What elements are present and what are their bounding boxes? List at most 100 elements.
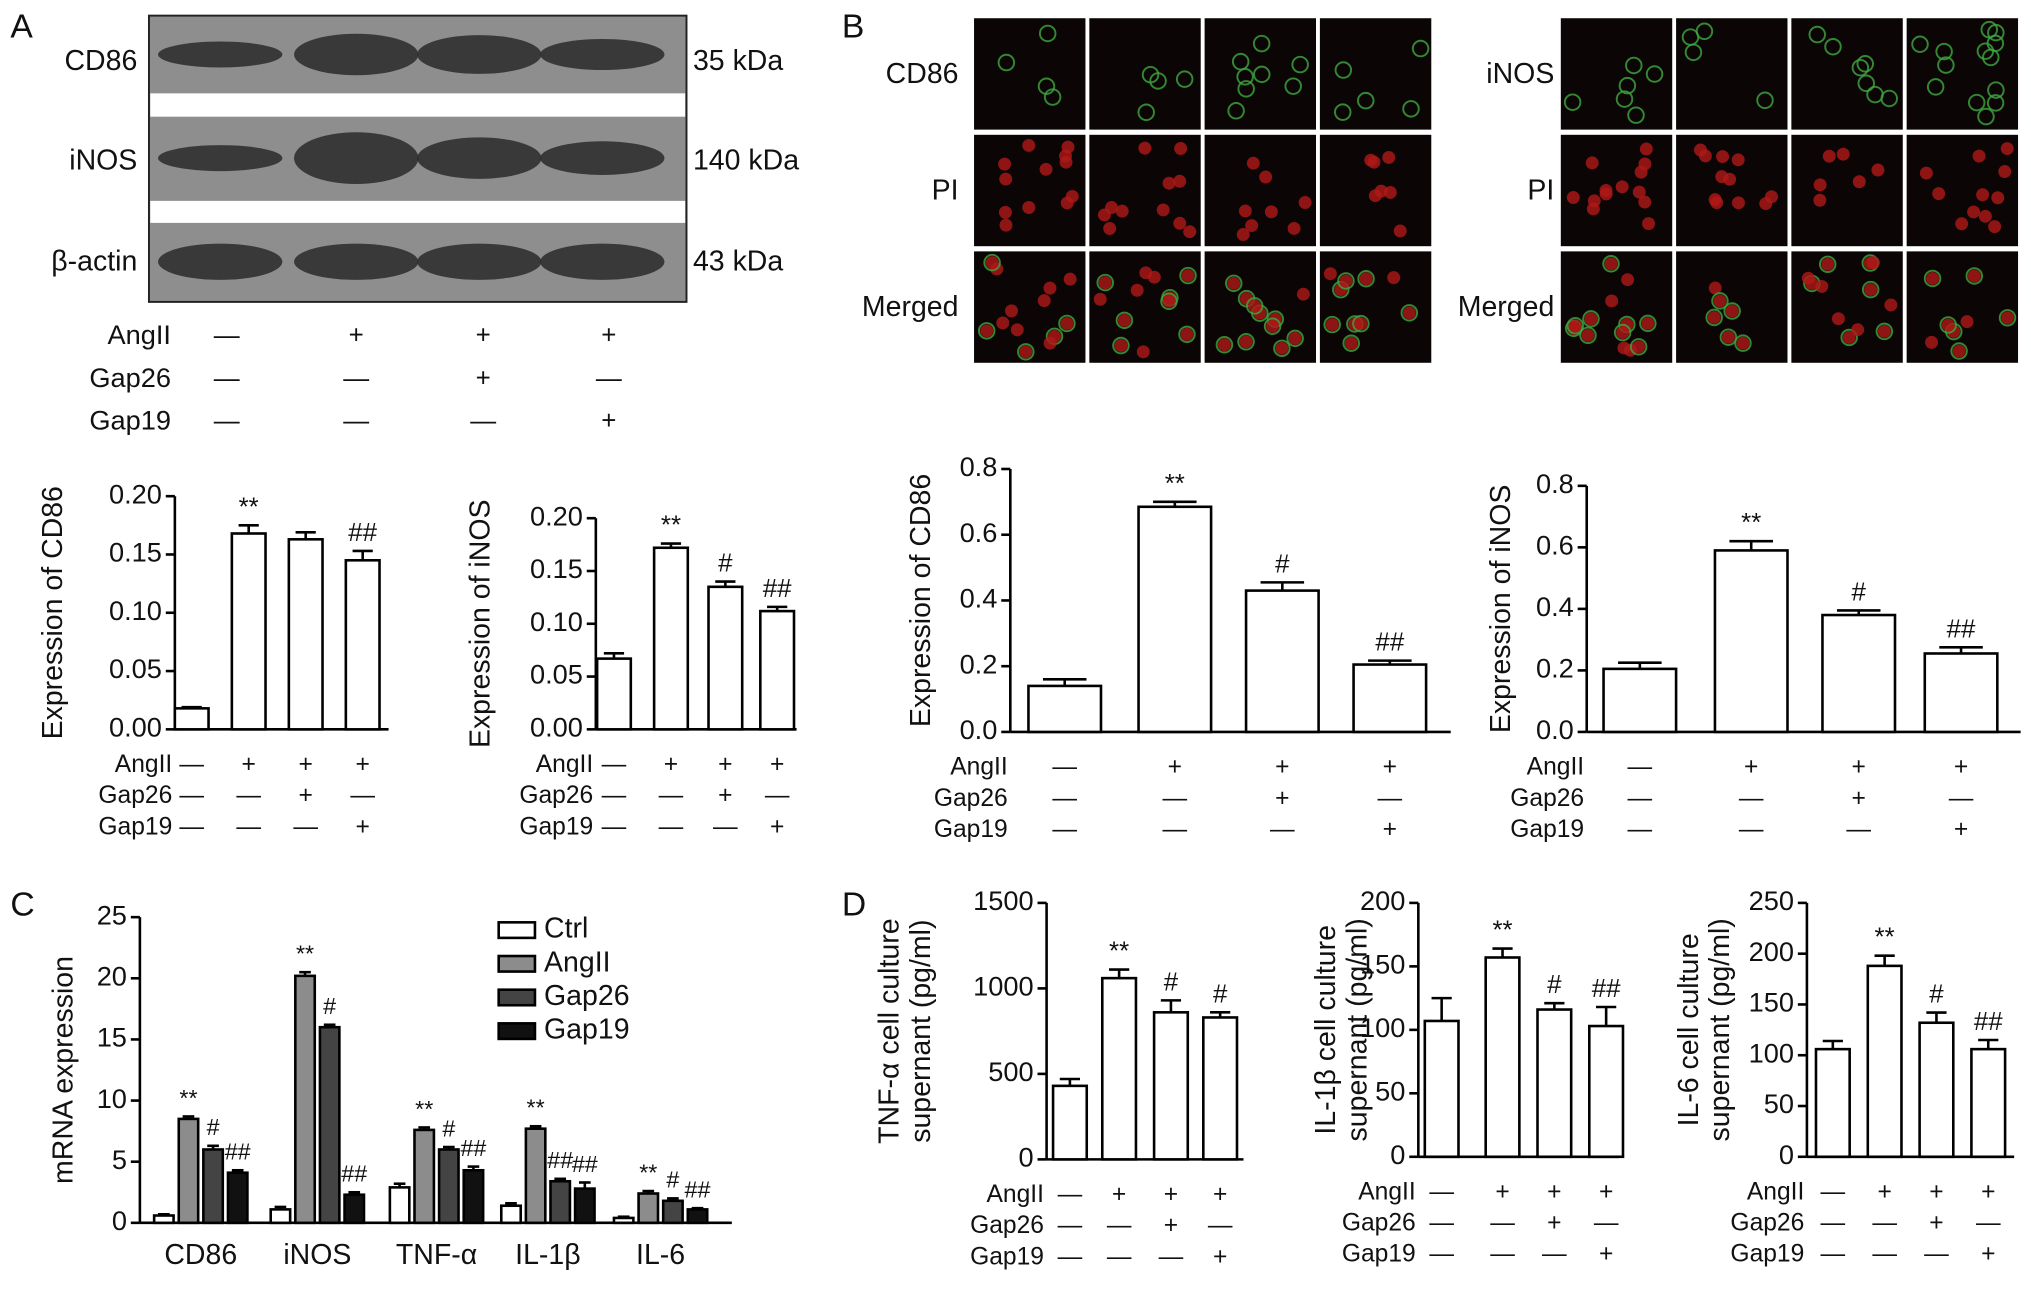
significance: #	[1213, 980, 1228, 1008]
y-tick-label: 15	[97, 1022, 127, 1053]
micro-cell	[1387, 271, 1401, 285]
micro-cell	[1043, 336, 1057, 350]
micro-cell	[1059, 155, 1073, 169]
micro-cell	[1393, 224, 1407, 238]
micro-cell	[1986, 34, 2005, 53]
treatment-sign: +	[1852, 754, 1866, 781]
treatment-sign: —	[1107, 1212, 1132, 1239]
micro-cell	[1227, 102, 1245, 120]
micro-cell	[1965, 267, 1984, 285]
y-tick-label: 5	[112, 1144, 127, 1175]
y-tick-label: 0.4	[1536, 591, 1574, 622]
y-tick-label: 0.8	[960, 451, 998, 482]
micro-cell	[1093, 292, 1107, 306]
legend-swatch	[497, 988, 537, 1007]
treatment-sign: —	[1058, 1181, 1083, 1208]
y-tick-label: 100	[1360, 1012, 1405, 1043]
x-tick-label: IL-1β	[515, 1239, 580, 1271]
bar	[1202, 1016, 1239, 1161]
treatment-sign: +	[601, 322, 616, 350]
y-tick-label: 0.6	[1536, 530, 1574, 561]
significance: **	[179, 1085, 197, 1111]
micro-cell	[998, 157, 1012, 171]
treatment-sign: +	[664, 751, 678, 778]
micro-cell	[1627, 106, 1645, 124]
y-tick-label: 0.0	[1536, 714, 1574, 745]
micro-image	[1089, 18, 1201, 130]
bar	[595, 657, 633, 731]
bar	[612, 1216, 635, 1225]
micro-cell	[1852, 175, 1866, 189]
micro-cell	[1275, 341, 1289, 355]
blot-band	[158, 41, 283, 68]
blot-band	[294, 33, 419, 76]
micro-cell	[1939, 316, 1957, 334]
y-tick-label: 0.05	[530, 659, 583, 690]
legend-swatch	[497, 1022, 537, 1041]
micro-cell	[1400, 304, 1419, 322]
micro-cell	[1824, 37, 1842, 56]
treatment-sign: +	[1954, 816, 1968, 843]
bar	[1866, 964, 1903, 1159]
micro-image	[1676, 134, 1788, 247]
micro-cell	[1986, 94, 2005, 112]
treatment-sign: +	[1213, 1181, 1227, 1208]
treatment-sign: +	[1599, 1179, 1613, 1206]
treatment-sign: +	[1383, 816, 1397, 843]
micro-cell	[1926, 78, 1945, 96]
blot-size: 35 kDa	[693, 45, 783, 77]
x-tick-label: iNOS	[283, 1239, 351, 1271]
micro-cell	[1645, 65, 1664, 83]
micro-cell	[1563, 93, 1582, 111]
y-tick-label: 0.10	[109, 595, 162, 626]
treatment-sign: —	[343, 407, 369, 435]
blot-band	[417, 243, 542, 280]
bar	[202, 1148, 225, 1225]
micro-cell	[1037, 294, 1051, 308]
micro-cell	[1246, 156, 1260, 170]
treatment-label: Gap19	[89, 405, 171, 436]
micro-cell	[1937, 56, 1955, 74]
blot-band	[540, 38, 665, 71]
bar	[343, 1193, 366, 1225]
bar	[1051, 1084, 1089, 1161]
micro-cell	[1061, 140, 1075, 154]
bar	[462, 1168, 485, 1225]
micro-cell	[1821, 257, 1835, 271]
micro-cell	[1857, 74, 1875, 93]
micro-cell	[1566, 191, 1580, 205]
y-axis-label: supernant (pg/ml)	[1341, 918, 1373, 1141]
treatment-sign: +	[476, 322, 491, 350]
treatment-sign: —	[1628, 816, 1653, 843]
micro-cell	[1038, 24, 1057, 43]
significance: #	[1164, 968, 1179, 996]
micro-cell	[1866, 256, 1880, 270]
treatment-sign: —	[1739, 816, 1764, 843]
micro-cell	[1935, 42, 1953, 61]
treatment-label: AngII	[950, 754, 1007, 781]
bar	[152, 1214, 175, 1225]
y-axis-label: Expression of iNOS	[1485, 485, 1517, 734]
micro-cell	[1711, 292, 1729, 310]
treatment-sign: +	[349, 322, 364, 350]
micro-cell	[1115, 204, 1129, 218]
micro-cell	[1339, 274, 1353, 288]
significance: ##	[460, 1135, 486, 1161]
bar	[1918, 1021, 1955, 1159]
treatment-sign: —	[179, 813, 204, 840]
micro-cell	[1287, 221, 1301, 235]
treatment-sign: —	[214, 322, 240, 350]
treatment-sign: —	[1628, 754, 1653, 781]
micro-cell	[1112, 336, 1130, 355]
micro-cell	[1245, 219, 1259, 233]
bar	[707, 585, 744, 731]
micro-cell	[1178, 325, 1196, 344]
micro-cell	[1325, 318, 1339, 332]
treatment-label: Gap19	[519, 813, 593, 840]
micro-cell	[1856, 55, 1874, 73]
micro-cell	[1173, 216, 1187, 230]
micro-cell	[1065, 189, 1079, 203]
micro-cell	[1130, 283, 1144, 297]
blot-label: CD86	[64, 45, 137, 77]
